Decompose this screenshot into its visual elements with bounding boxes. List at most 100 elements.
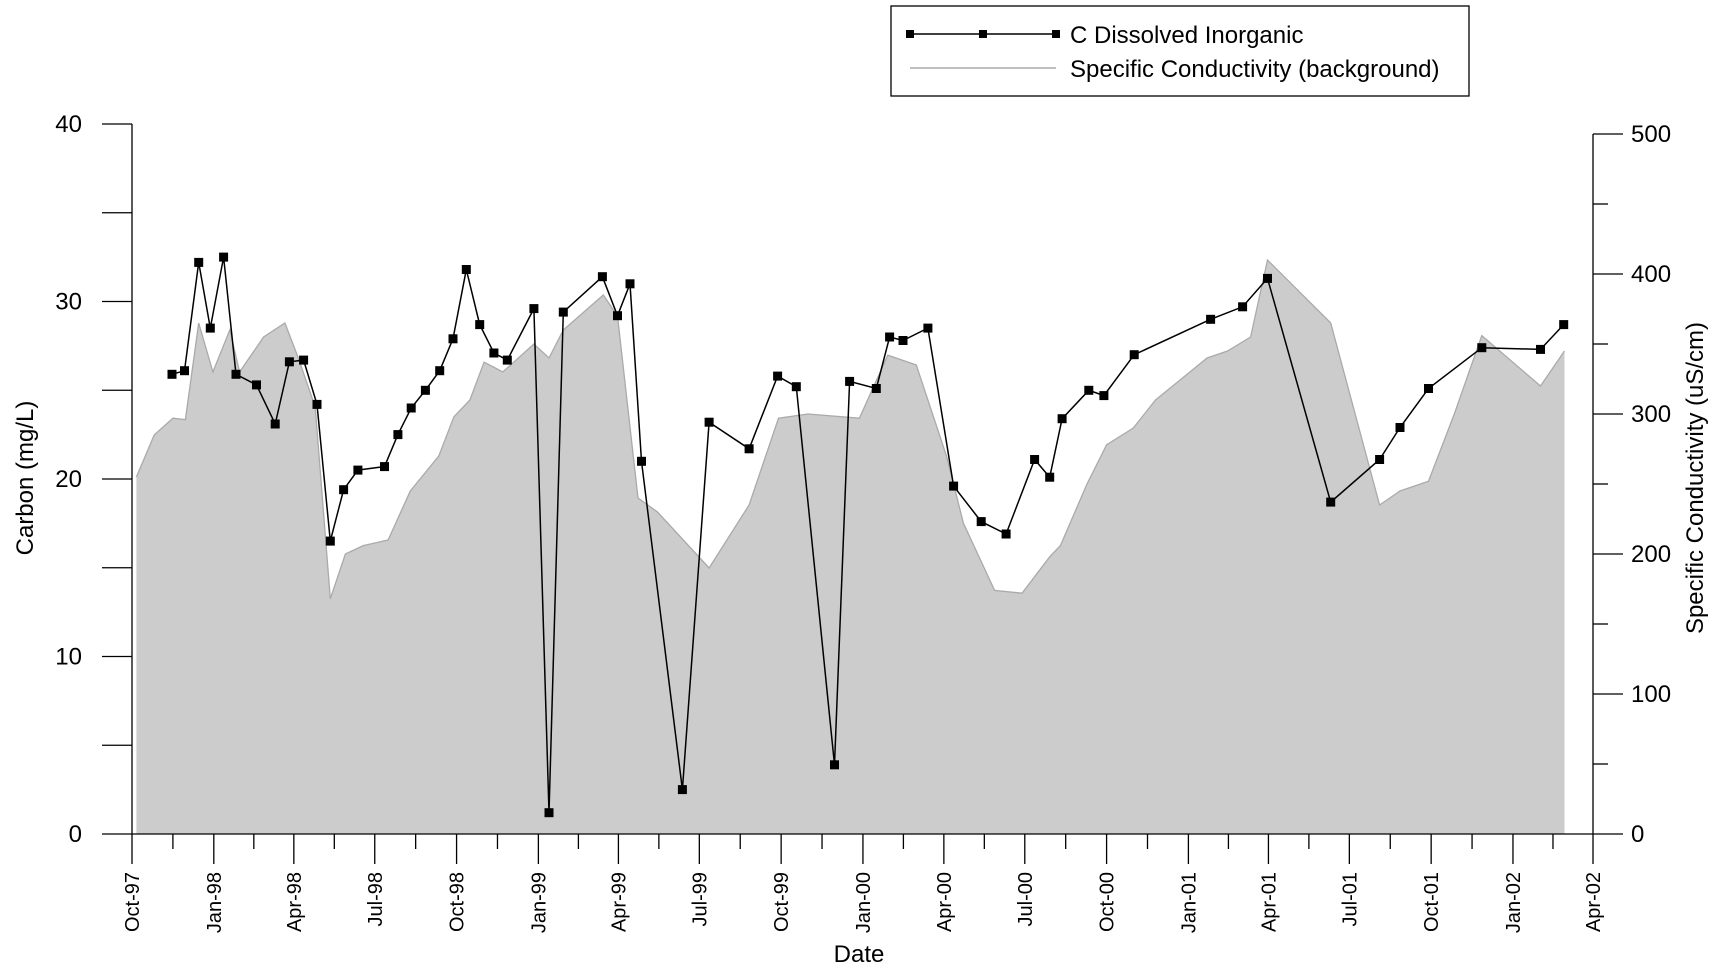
y-tick-label: 0 xyxy=(69,821,82,848)
carbon-point xyxy=(1238,302,1248,312)
x-tick-label: Oct-98 xyxy=(447,872,469,932)
carbon-point xyxy=(461,265,471,274)
x-tick-label: Jan-99 xyxy=(528,872,550,933)
x-tick-label: Oct-00 xyxy=(1097,872,1119,932)
carbon-point xyxy=(885,332,895,342)
y-tick-label: 10 xyxy=(55,644,82,671)
x-tick-label: Apr-01 xyxy=(1258,872,1280,932)
carbon-point xyxy=(1001,529,1011,539)
carbon-point xyxy=(1084,385,1094,395)
carbon-point xyxy=(380,462,389,472)
legend-carbon-marker xyxy=(906,30,914,38)
carbon-point xyxy=(1263,273,1272,283)
y2-tick-label: 0 xyxy=(1631,821,1644,848)
x-tick-label: Jan-01 xyxy=(1178,872,1200,933)
carbon-point xyxy=(613,311,622,321)
carbon-point xyxy=(167,369,177,379)
x-tick-label: Oct-01 xyxy=(1421,872,1443,932)
carbon-point xyxy=(529,304,539,314)
y2-tick-label: 200 xyxy=(1631,541,1671,568)
conductivity-area-layer xyxy=(135,258,1566,834)
x-tick-label: Jul-00 xyxy=(1015,872,1037,926)
conductivity-area xyxy=(136,260,1565,834)
carbon-point xyxy=(406,403,416,413)
carbon-point xyxy=(252,380,261,390)
carbon-point xyxy=(1395,423,1405,432)
x-tick-label: Jan-02 xyxy=(1503,872,1525,933)
carbon-point xyxy=(949,481,959,491)
carbon-point xyxy=(1477,343,1487,353)
carbon-point xyxy=(205,323,215,333)
carbon-point xyxy=(270,419,280,429)
carbon-point xyxy=(448,334,458,344)
carbon-point xyxy=(284,357,294,367)
y2-tick-label: 500 xyxy=(1631,121,1671,148)
carbon-point xyxy=(1206,314,1216,324)
x-tick-label: Apr-02 xyxy=(1583,872,1605,932)
carbon-point xyxy=(544,808,554,818)
carbon-point xyxy=(704,417,714,427)
carbon-point xyxy=(180,366,189,376)
carbon-point xyxy=(231,369,241,379)
x-tick-label: Apr-00 xyxy=(934,872,956,932)
x-tick-label: Apr-98 xyxy=(284,872,306,932)
carbon-point xyxy=(677,785,687,795)
y-tick-label: 30 xyxy=(55,289,82,316)
carbon-point xyxy=(475,320,485,330)
y-tick-label: 40 xyxy=(55,111,82,138)
x-tick-label: Oct-97 xyxy=(122,872,144,932)
carbon-point xyxy=(1099,391,1109,401)
y-axis-title: Carbon (mg/L) xyxy=(12,401,39,556)
carbon-point xyxy=(353,465,363,475)
legend-carbon-label: C Dissolved Inorganic xyxy=(1070,22,1303,49)
carbon-point xyxy=(976,517,986,527)
y-tick-label: 20 xyxy=(55,466,82,493)
x-tick-label: Apr-99 xyxy=(608,872,630,932)
carbon-point xyxy=(1559,320,1569,330)
y2-tick-label: 300 xyxy=(1631,401,1671,428)
legend-box xyxy=(890,5,1470,97)
carbon-point xyxy=(219,252,229,262)
carbon-point xyxy=(194,257,204,267)
legend-carbon-marker xyxy=(979,30,987,38)
carbon-point xyxy=(489,348,499,358)
carbon-point xyxy=(1375,455,1385,464)
legend-conductivity-label: Specific Conductivity (background) xyxy=(1070,56,1440,83)
carbon-point xyxy=(871,384,881,393)
legend: C Dissolved Inorganic Specific Conductiv… xyxy=(890,5,1470,97)
carbon-point xyxy=(420,385,430,395)
carbon-point xyxy=(1536,344,1545,354)
x-tick-label: Jan-00 xyxy=(853,872,875,933)
carbon-point xyxy=(1030,455,1040,464)
x-tick-label: Jul-98 xyxy=(365,872,387,926)
x-tick-label: Jul-99 xyxy=(689,872,711,926)
y2-tick-label: 100 xyxy=(1631,681,1671,708)
carbon-point xyxy=(325,536,335,546)
carbon-point xyxy=(830,760,839,770)
carbon-point xyxy=(1326,497,1336,507)
carbon-marker-layer xyxy=(167,252,1569,818)
carbon-point xyxy=(923,323,933,333)
carbon-point xyxy=(845,376,855,386)
x-tick-label: Oct-99 xyxy=(771,872,793,932)
x-axis-title: Date xyxy=(834,941,885,968)
carbon-point xyxy=(773,371,783,381)
conductivity-line xyxy=(135,258,1566,600)
carbon-point xyxy=(339,485,349,495)
carbon-point xyxy=(312,399,322,409)
carbon-point xyxy=(393,430,403,440)
legend-carbon-marker xyxy=(1052,30,1060,38)
carbon-point xyxy=(791,382,801,392)
carbon-point xyxy=(1057,414,1067,424)
x-tick-label: Jan-98 xyxy=(204,872,226,933)
carbon-point xyxy=(1045,472,1055,482)
carbon-point xyxy=(299,355,309,365)
carbon-point xyxy=(625,279,635,289)
carbon-point xyxy=(1129,350,1139,360)
y2-axis-title: Specific Conductivity (uS/cm) xyxy=(1682,322,1709,634)
carbon-point xyxy=(898,336,908,345)
carbon-point xyxy=(1424,384,1433,393)
carbon-point xyxy=(558,307,568,317)
